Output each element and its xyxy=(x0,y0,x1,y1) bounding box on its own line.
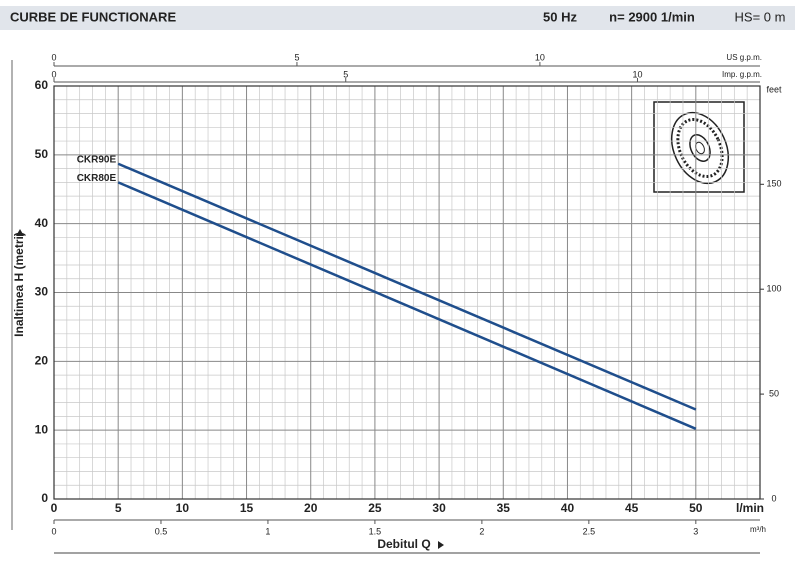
x-tick-label: 30 xyxy=(432,501,446,515)
series-line xyxy=(117,181,697,430)
y2-tick-label: 0 xyxy=(771,493,776,503)
header-info: HS= 0 m xyxy=(735,9,786,24)
x-tick-label: 25 xyxy=(368,501,382,515)
chart-title: CURBE DE FUNCTIONARE xyxy=(10,9,176,24)
top-axis-tick-label: 10 xyxy=(632,69,642,79)
x-tick-label: 35 xyxy=(497,501,511,515)
bottom-axis-tick-label: 1 xyxy=(265,526,270,536)
x-tick-label: 10 xyxy=(176,501,190,515)
x-tick-label: 15 xyxy=(240,501,254,515)
y-tick-label: 0 xyxy=(41,491,48,505)
header-info: n= 2900 1/min xyxy=(609,9,695,24)
y2-axis-label: feet xyxy=(766,84,782,94)
y2-tick-label: 50 xyxy=(769,388,779,398)
y-axis-label: Inaltimea H (metri) xyxy=(12,232,26,337)
top-axis-tick-label: 0 xyxy=(51,69,56,79)
header-info: 50 Hz xyxy=(543,9,577,24)
pump-icon xyxy=(653,101,745,193)
x-unit-label: l/min xyxy=(736,501,764,515)
bottom-axis-label: m³/h xyxy=(750,525,766,534)
y-tick-label: 60 xyxy=(35,78,49,92)
top-axis-label: US g.p.m. xyxy=(726,53,762,62)
bottom-axis-tick-label: 3 xyxy=(693,526,698,536)
bottom-axis-tick-label: 1.5 xyxy=(369,526,382,536)
axis-arrow xyxy=(16,229,24,236)
x-tick-label: 5 xyxy=(115,501,122,515)
x-tick-label: 20 xyxy=(304,501,318,515)
x-tick-label: 50 xyxy=(689,501,703,515)
plot-frame xyxy=(53,85,761,500)
y2-tick-label: 150 xyxy=(766,179,781,189)
x-axis-label: Debitul Q xyxy=(377,537,430,551)
bottom-axis-tick-label: 0 xyxy=(51,526,56,536)
bottom-axis-tick-label: 2.5 xyxy=(583,526,596,536)
header-bar xyxy=(0,6,795,30)
y-tick-label: 50 xyxy=(35,147,49,161)
x-tick-label: 0 xyxy=(51,501,58,515)
bottom-axis-tick-label: 0.5 xyxy=(155,526,168,536)
x-tick-label: 45 xyxy=(625,501,639,515)
top-axis-tick-label: 5 xyxy=(343,69,348,79)
top-axis-tick-label: 5 xyxy=(294,52,299,62)
y2-tick-label: 100 xyxy=(766,284,781,294)
series-label: CKR90E xyxy=(77,154,117,165)
top-axis-tick-label: 10 xyxy=(535,52,545,62)
y-tick-label: 30 xyxy=(35,285,49,299)
bottom-axis-tick-label: 2 xyxy=(479,526,484,536)
series-label: CKR80E xyxy=(77,173,117,184)
top-axis-label: Imp. g.p.m. xyxy=(722,70,762,79)
y-tick-label: 40 xyxy=(35,216,49,230)
axis-arrow xyxy=(438,541,444,549)
y-tick-label: 20 xyxy=(35,354,49,368)
y-tick-label: 10 xyxy=(35,422,49,436)
top-axis-tick-label: 0 xyxy=(51,52,56,62)
series-line xyxy=(117,162,697,411)
x-tick-label: 40 xyxy=(561,501,575,515)
